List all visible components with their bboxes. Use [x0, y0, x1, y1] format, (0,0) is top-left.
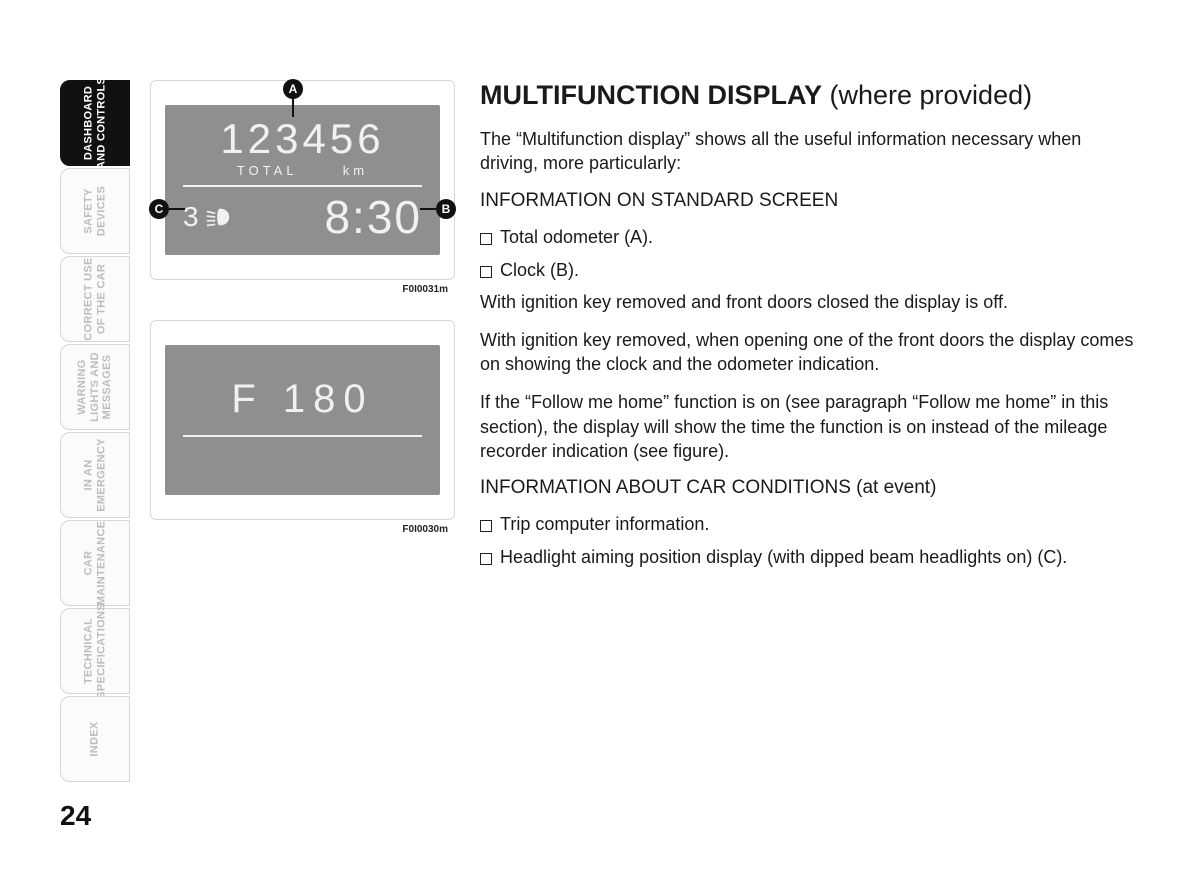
bullet-text: Trip computer information. [500, 511, 709, 538]
tab-label: INDEX [89, 721, 102, 756]
section-heading-1: INFORMATION ON STANDARD SCREEN [480, 190, 1140, 212]
lcd-divider [183, 185, 422, 187]
tab-maintenance[interactable]: CARMAINTENANCE [60, 520, 130, 606]
bullet-icon [480, 266, 492, 278]
bullet-item: Total odometer (A). [480, 224, 1140, 251]
tab-dashboard-controls[interactable]: DASHBOARDAND CONTROLS [60, 80, 130, 166]
odometer-sublabel: TOTAL km [165, 163, 440, 178]
paragraph: With ignition key removed and front door… [480, 290, 1140, 314]
headlight-icon [205, 206, 233, 228]
lcd-divider [183, 435, 422, 437]
tab-label: SAFETYDEVICES [82, 186, 107, 236]
figure-2: F 180 F0I0030m [150, 320, 455, 520]
tab-label: DASHBOARDAND CONTROLS [82, 77, 107, 169]
odometer-value: 123456 [165, 115, 440, 163]
headlight-aim-level: 3 [183, 201, 199, 233]
callout-line [292, 99, 294, 117]
lcd-display-1: 123456 TOTAL km 3 [165, 105, 440, 255]
odometer-total-label: TOTAL [237, 163, 297, 178]
tab-tech-specs[interactable]: TECHNICALSPECIFICATIONS [60, 608, 130, 694]
lcd-display-2: F 180 [165, 345, 440, 495]
tab-emergency[interactable]: IN ANEMERGENCY [60, 432, 130, 518]
callout-c: C [149, 199, 169, 219]
content-column: MULTIFUNCTION DISPLAY (where provided) T… [480, 80, 1140, 577]
tab-label: CORRECT USEOF THE CAR [82, 257, 107, 340]
bullet-item: Headlight aiming position display (with … [480, 544, 1140, 571]
tab-label: IN ANEMERGENCY [82, 438, 107, 512]
odometer-unit-label: km [343, 163, 368, 178]
section-heading-2: INFORMATION ABOUT CAR CONDITIONS (at eve… [480, 477, 1140, 499]
callout-a: A [283, 79, 303, 99]
bullet-icon [480, 520, 492, 532]
tab-label: WARNINGLIGHTS ANDMESSAGES [76, 352, 114, 422]
paragraph: If the “Follow me home” function is on (… [480, 390, 1140, 463]
callout-line [420, 208, 436, 210]
tab-correct-use[interactable]: CORRECT USEOF THE CAR [60, 256, 130, 342]
clock-value: 8:30 [324, 190, 422, 244]
section-tabs: DASHBOARDAND CONTROLS SAFETYDEVICES CORR… [60, 80, 130, 784]
bullet-icon [480, 553, 492, 565]
bullet-item: Trip computer information. [480, 511, 1140, 538]
figure-1: A B C 123456 TOTAL km 3 [150, 80, 455, 280]
tab-label: TECHNICALSPECIFICATIONS [82, 603, 107, 699]
bullet-item: Clock (B). [480, 257, 1140, 284]
tab-safety-devices[interactable]: SAFETYDEVICES [60, 168, 130, 254]
figures-column: A B C 123456 TOTAL km 3 [150, 80, 455, 560]
title-bold: MULTIFUNCTION DISPLAY [480, 80, 822, 110]
page-number: 24 [60, 800, 91, 832]
figure-caption: F0I0030m [402, 524, 448, 535]
follow-me-home-value: F 180 [165, 377, 440, 422]
figure-caption: F0I0031m [402, 284, 448, 295]
tab-index[interactable]: INDEX [60, 696, 130, 782]
headlight-aim-group: 3 [183, 201, 233, 233]
callout-b: B [436, 199, 456, 219]
tab-warning-lights[interactable]: WARNINGLIGHTS ANDMESSAGES [60, 344, 130, 430]
title-light: (where provided) [822, 80, 1032, 110]
bullet-text: Total odometer (A). [500, 224, 653, 251]
tab-label: CARMAINTENANCE [82, 521, 107, 606]
callout-line [169, 208, 185, 210]
bullet-icon [480, 233, 492, 245]
intro-paragraph: The “Multifunction display” shows all th… [480, 127, 1140, 176]
page-title: MULTIFUNCTION DISPLAY (where provided) [480, 80, 1140, 111]
bullet-text: Headlight aiming position display (with … [500, 544, 1067, 571]
paragraph: With ignition key removed, when opening … [480, 328, 1140, 377]
bullet-text: Clock (B). [500, 257, 579, 284]
